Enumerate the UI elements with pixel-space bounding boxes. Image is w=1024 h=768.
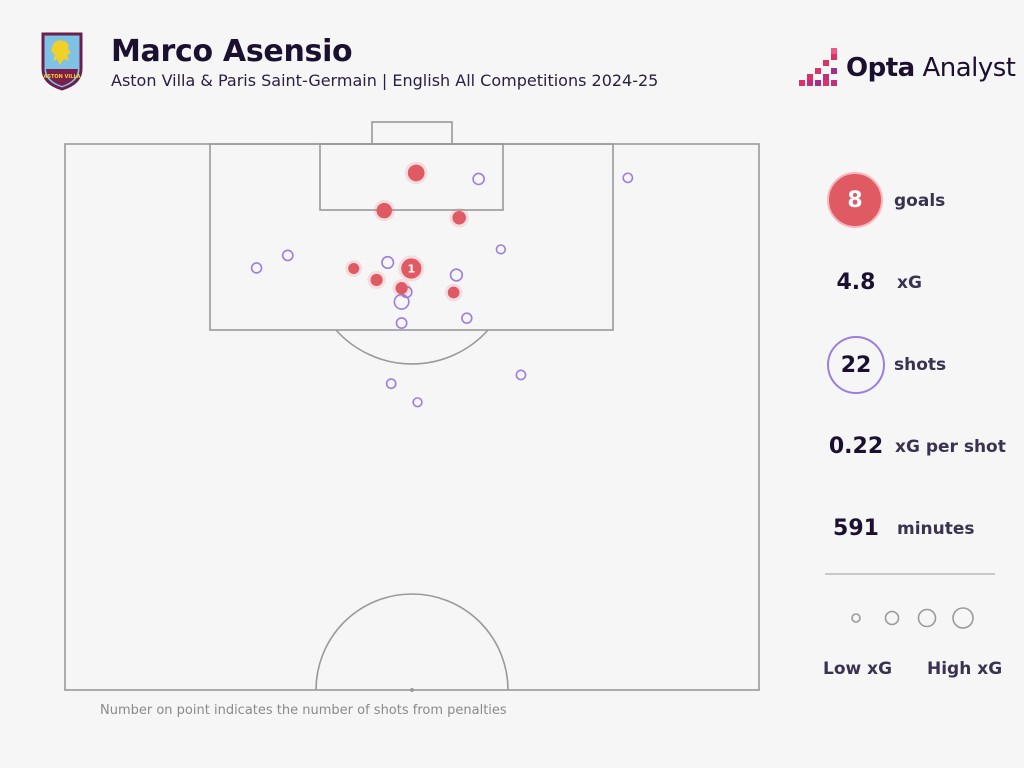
footnote: Number on point indicates the number of …	[100, 703, 507, 718]
opta-logo-icon	[799, 48, 837, 86]
goal-point-8	[447, 286, 460, 299]
penalty-count-label: 1	[407, 262, 415, 275]
shot-point-3	[495, 244, 507, 255]
goal	[371, 121, 453, 145]
goal-point-5	[348, 262, 360, 275]
shot-point-14	[412, 397, 423, 408]
goal-point-4	[401, 258, 422, 279]
minutes-label: minutes	[897, 519, 975, 539]
goal-point-7	[395, 282, 408, 295]
shots-badge: 22	[827, 336, 885, 394]
divider	[825, 573, 995, 575]
shot-point-1	[472, 172, 485, 186]
xg-size-legend	[851, 607, 974, 629]
page-title: Marco Asensio	[111, 34, 353, 69]
shot-point-7	[449, 268, 464, 282]
pitch-outline	[64, 143, 760, 691]
club-crest-icon: ASTON VILLA	[41, 32, 83, 91]
xg-label: xG	[897, 273, 922, 293]
goals-badge: 8	[827, 172, 883, 228]
shot-point-13	[515, 369, 527, 381]
centre-spot	[410, 688, 414, 692]
shot-point-2	[622, 172, 634, 184]
brand-name-bold: Opta	[846, 53, 915, 83]
legend-circle-small	[884, 610, 900, 626]
goal-point-6	[370, 273, 383, 287]
legend-circle-medium	[917, 608, 937, 628]
shots-layer: 1	[250, 161, 634, 408]
shots-label: shots	[894, 355, 947, 375]
svg-text:ASTON VILLA: ASTON VILLA	[43, 74, 80, 80]
xg-per-shot-value: 0.22	[828, 434, 884, 459]
xg-value: 4.8	[836, 270, 876, 295]
legend-circle-large	[952, 607, 974, 629]
centre-circle	[315, 593, 509, 691]
legend-high-label: High xG	[927, 659, 1003, 679]
goal-point-1	[407, 164, 425, 182]
legend-low-label: Low xG	[823, 659, 893, 679]
penalty-arc	[335, 329, 489, 365]
shot-point-10	[461, 312, 473, 324]
minutes-value: 591	[833, 516, 879, 541]
shot-point-5	[250, 262, 263, 274]
brand-name: Opta Analyst	[846, 53, 1016, 83]
shot-point-9	[393, 293, 410, 310]
goal-point-2	[376, 202, 392, 219]
shot-point-12	[385, 378, 397, 390]
brand-name-regular: Analyst	[922, 53, 1016, 83]
shot-point-6	[381, 255, 395, 270]
shot-point-4	[281, 249, 294, 262]
goals-label: goals	[894, 191, 946, 211]
legend-circle-smallest	[851, 613, 861, 623]
shot-point-11	[395, 317, 408, 330]
goal-point-3	[452, 210, 466, 225]
page-subtitle: Aston Villa & Paris Saint-Germain | Engl…	[111, 71, 659, 90]
pitch-lines	[64, 121, 760, 691]
xg-per-shot-label: xG per shot	[895, 437, 1006, 457]
